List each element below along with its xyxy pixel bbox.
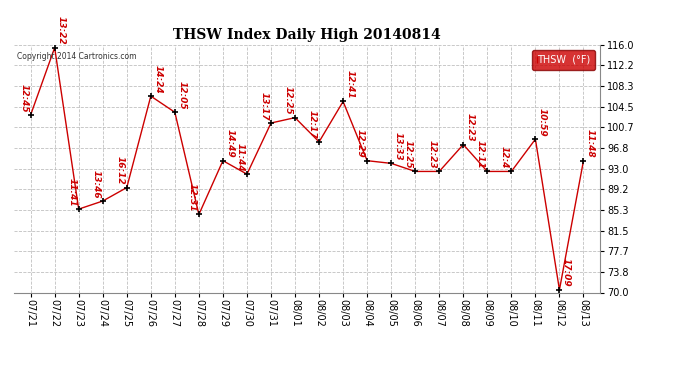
Text: 10:59: 10:59 <box>538 108 547 136</box>
Text: 12:23: 12:23 <box>428 140 437 169</box>
Text: 12:41: 12:41 <box>346 70 355 99</box>
Text: 12:23: 12:23 <box>466 113 475 142</box>
Text: 12:25: 12:25 <box>284 86 293 115</box>
Text: 13:33: 13:33 <box>393 132 403 160</box>
Text: 12:11: 12:11 <box>476 140 485 169</box>
Text: 12:25: 12:25 <box>404 140 413 169</box>
Text: 13:22: 13:22 <box>57 16 66 45</box>
Text: 17:09: 17:09 <box>562 258 571 287</box>
Text: 13:17: 13:17 <box>259 92 268 120</box>
Text: 13:46: 13:46 <box>91 170 100 198</box>
Text: 16:12: 16:12 <box>115 156 124 185</box>
Text: 12:31: 12:31 <box>188 183 197 212</box>
Text: 12:05: 12:05 <box>177 81 186 110</box>
Text: 11:48: 11:48 <box>586 129 595 158</box>
Text: 11:41: 11:41 <box>67 178 77 206</box>
Title: THSW Index Daily High 20140814: THSW Index Daily High 20140814 <box>173 28 441 42</box>
Text: 12:4: 12:4 <box>500 146 509 169</box>
Text: 12:29: 12:29 <box>356 129 365 158</box>
Text: 14:24: 14:24 <box>153 65 162 93</box>
Text: Copyright 2014 Cartronics.com: Copyright 2014 Cartronics.com <box>17 53 136 62</box>
Text: 12:17: 12:17 <box>308 111 317 139</box>
Text: 12:45: 12:45 <box>19 84 28 112</box>
Text: 14:49: 14:49 <box>226 129 235 158</box>
Text: 11:44: 11:44 <box>235 143 244 171</box>
Legend: THSW  (°F): THSW (°F) <box>533 50 595 70</box>
